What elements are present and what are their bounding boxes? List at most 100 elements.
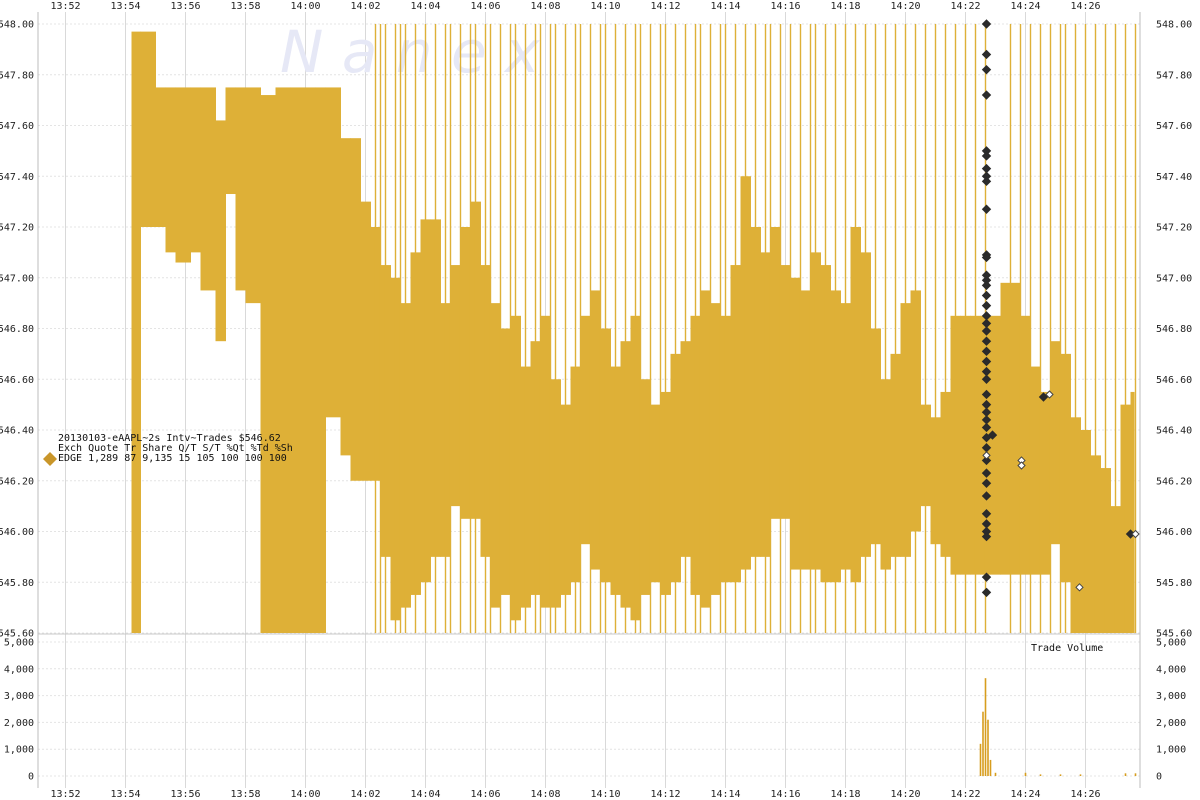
quote-range-segment: [235, 87, 246, 291]
legend: 20130103-eAAPL~2s Intv~Trades $546.62 Ex…: [43, 433, 293, 466]
trade-point-alt: [1075, 583, 1084, 592]
legend-diamond-icon: [43, 452, 57, 466]
trade-point: [981, 422, 992, 433]
volume-bar: [984, 678, 987, 776]
y-tick-label-right: 545.80: [1156, 578, 1192, 589]
x-tick-label-bottom: 14:20: [890, 789, 920, 800]
volume-tick-label-left: 4,000: [4, 664, 34, 675]
volume-tick-label-right: 3,000: [1156, 691, 1186, 702]
volume-bar: [1059, 774, 1062, 776]
volume-bar: [979, 743, 982, 776]
trade-point: [981, 49, 992, 60]
trade-point-alt: [982, 451, 991, 460]
quote-range-segment: [215, 120, 226, 342]
quote-range-segment: [340, 138, 351, 456]
legend-header: Exch Quote Tr Share Q/T S/T %Qt %Td %Sh: [58, 443, 293, 454]
quote-range-segment: [490, 303, 501, 608]
trade-point: [981, 176, 992, 187]
y-tick-label-left: 548.00: [0, 20, 34, 31]
y-tick-label-right: 546.20: [1156, 476, 1192, 487]
quote-range-segment: [990, 315, 1001, 575]
x-tick-label-top: 13:54: [110, 1, 140, 12]
quote-range-segment: [260, 95, 276, 634]
y-tick-label-right: 546.60: [1156, 375, 1192, 386]
quote-range-segment: [790, 277, 801, 570]
x-tick-label-top: 14:26: [1070, 1, 1100, 12]
trade-point: [981, 374, 992, 384]
legend-title: 20130103-eAAPL~2s Intv~Trades $546.62: [58, 433, 281, 444]
trade-point-alt: [1131, 529, 1140, 539]
x-tick-label-top: 14:04: [410, 1, 440, 12]
volume-tick-label-left: 2,000: [4, 718, 34, 729]
quote-range-segment: [710, 303, 721, 595]
quote-range-segment: [650, 404, 661, 583]
volume-tick-label-left: 5,000: [4, 638, 34, 649]
quote-range-segment: [800, 290, 811, 570]
x-tick-label-top: 14:14: [710, 1, 740, 12]
y-tick-label-right: 547.80: [1156, 70, 1192, 81]
trade-point: [981, 468, 992, 478]
volume-bar: [982, 711, 984, 776]
x-tick-label-top: 14:12: [650, 1, 680, 12]
x-tick-label-top: 14:22: [950, 1, 980, 12]
trade-point-alt: [1045, 390, 1054, 399]
quote-range-segment: [155, 87, 166, 227]
volume-tick-label-left: 3,000: [4, 691, 34, 702]
volume-tick-label-right: 5,000: [1156, 638, 1186, 649]
y-tick-label-left: 546.60: [0, 375, 34, 386]
x-tick-label-bottom: 13:54: [110, 789, 140, 800]
trade-point: [981, 151, 992, 161]
quote-range-segment: [140, 31, 156, 227]
quote-range-segment: [175, 87, 191, 263]
y-tick-label-left: 546.00: [0, 527, 34, 538]
quote-range-segment: [1050, 341, 1061, 545]
trade-point: [981, 572, 992, 582]
y-tick-label-left: 547.60: [0, 121, 34, 132]
trade-markers: [981, 19, 1140, 598]
volume-tick-label-right: 2,000: [1156, 718, 1186, 729]
y-tick-label-left: 547.00: [0, 273, 34, 284]
quote-range-segment: [350, 138, 361, 481]
trade-point: [981, 90, 992, 100]
legend-row: EDGE 1,289 87 9,135 15 105 100 100 100: [58, 453, 287, 464]
x-tick-label-bottom: 14:00: [290, 789, 320, 800]
trade-point: [981, 336, 992, 346]
quote-range-segment: [225, 87, 236, 195]
quote-range-segment: [1000, 282, 1011, 575]
x-tick-label-bottom: 14:12: [650, 789, 680, 800]
x-tick-label-top: 14:02: [350, 1, 380, 12]
trade-point: [981, 346, 992, 357]
quote-range-segment: [245, 87, 261, 304]
x-tick-label-bottom: 14:26: [1070, 789, 1100, 800]
quote-range-segment: [275, 87, 291, 633]
volume-bar: [1024, 772, 1027, 776]
trade-point: [981, 509, 992, 519]
x-tick-label-bottom: 13:56: [170, 789, 200, 800]
quote-range-segment: [325, 87, 341, 418]
y-tick-label-right: 547.40: [1156, 172, 1192, 183]
trade-point: [987, 430, 998, 440]
volume-bar: [994, 772, 997, 776]
quote-range-segment: [360, 201, 371, 481]
volume-bars: [979, 678, 1137, 776]
trade-point: [1038, 392, 1049, 402]
x-tick-label-bottom: 13:58: [230, 789, 260, 800]
x-tick-label-top: 14:24: [1010, 1, 1040, 12]
volume-bar: [1134, 773, 1137, 776]
y-tick-label-left: 545.80: [0, 578, 34, 589]
volume-tick-label-right: 0: [1156, 772, 1162, 783]
y-tick-label-right: 545.60: [1156, 629, 1192, 640]
quote-range-segment: [780, 265, 791, 519]
y-tick-label-right: 546.80: [1156, 324, 1192, 335]
quote-range-segment: [315, 87, 326, 633]
quote-range-segment: [190, 87, 201, 253]
quote-range-segment: [500, 328, 511, 595]
trade-point: [981, 300, 992, 311]
volume-label: Trade Volume: [1031, 643, 1103, 654]
quote-range-segment: [305, 87, 316, 633]
quote-range-segment: [1040, 391, 1051, 575]
x-tick-label-top: 14:06: [470, 1, 500, 12]
quote-range-segment: [700, 290, 711, 608]
y-tick-label-right: 546.00: [1156, 527, 1192, 538]
x-tick-label-top: 14:16: [770, 1, 800, 12]
